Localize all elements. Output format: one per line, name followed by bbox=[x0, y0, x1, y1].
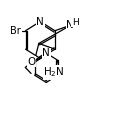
Text: H: H bbox=[71, 18, 78, 27]
Text: H$_2$N: H$_2$N bbox=[43, 65, 64, 79]
Text: N: N bbox=[65, 20, 73, 30]
Text: N: N bbox=[55, 70, 62, 80]
Text: N: N bbox=[36, 17, 44, 26]
Text: N: N bbox=[42, 48, 50, 58]
Text: O: O bbox=[27, 56, 35, 67]
Text: Br: Br bbox=[10, 26, 20, 36]
